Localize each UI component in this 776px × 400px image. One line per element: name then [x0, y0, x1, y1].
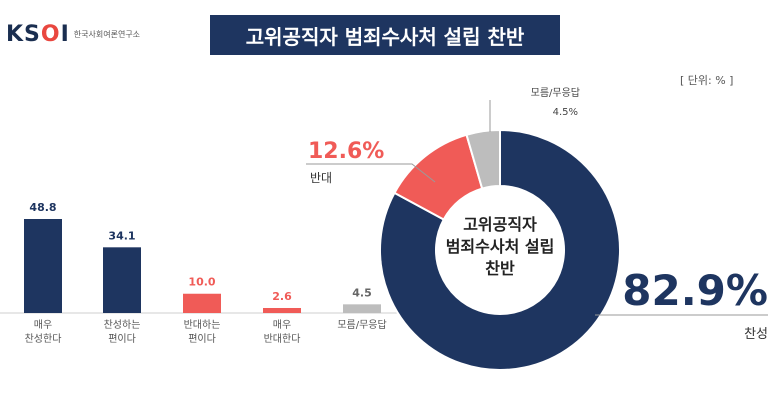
bar-value-label-0: 48.8 — [29, 201, 56, 214]
bar-value-label-1: 34.1 — [108, 229, 135, 242]
donut-name-label-0: 찬성 — [744, 327, 768, 342]
ksoi-logo: KSOI 한국사회여론연구소 — [6, 22, 140, 47]
logo-mark: KSOI — [6, 22, 70, 47]
logo-subtitle: 한국사회여론연구소 — [73, 30, 141, 39]
donut-value-label-2: 4.5% — [553, 107, 578, 118]
bar-category-label-3: 매우 반대한다 — [264, 319, 301, 345]
bar-category-label-1: 찬성하는 편이다 — [104, 318, 141, 345]
donut-leader-1 — [306, 163, 436, 183]
bar-1 — [103, 247, 141, 313]
bar-0 — [24, 219, 62, 313]
bar-category-label-0: 매우 찬성한다 — [25, 319, 62, 345]
donut-name-label-2: 모름/무응답 — [531, 87, 580, 99]
chart-title: 고위공직자 범죄수사처 설립 찬반 — [210, 15, 560, 55]
bar-category-label-4: 모름/무응답 — [337, 319, 386, 331]
bar-value-label-4: 4.5 — [352, 286, 372, 299]
bar-4 — [343, 304, 381, 313]
unit-label: [ 단위: % ] — [680, 74, 734, 87]
donut-slice-0 — [379, 128, 621, 371]
bar-3 — [263, 307, 301, 313]
donut-name-label-1: 반대 — [310, 171, 332, 185]
donut-slice-2 — [465, 128, 501, 190]
bar-value-label-2: 10.0 — [188, 276, 215, 289]
bar-value-label-3: 2.6 — [272, 290, 292, 303]
donut-value-label-1: 12.6% — [308, 139, 384, 164]
donut-value-label-0: 82.9% — [622, 266, 768, 315]
bar-category-label-2: 반대하는 편이다 — [184, 318, 221, 345]
donut-center-title: 고위공직자 범죄수사처 설립 찬반 — [446, 215, 555, 278]
bar-2 — [183, 293, 221, 313]
